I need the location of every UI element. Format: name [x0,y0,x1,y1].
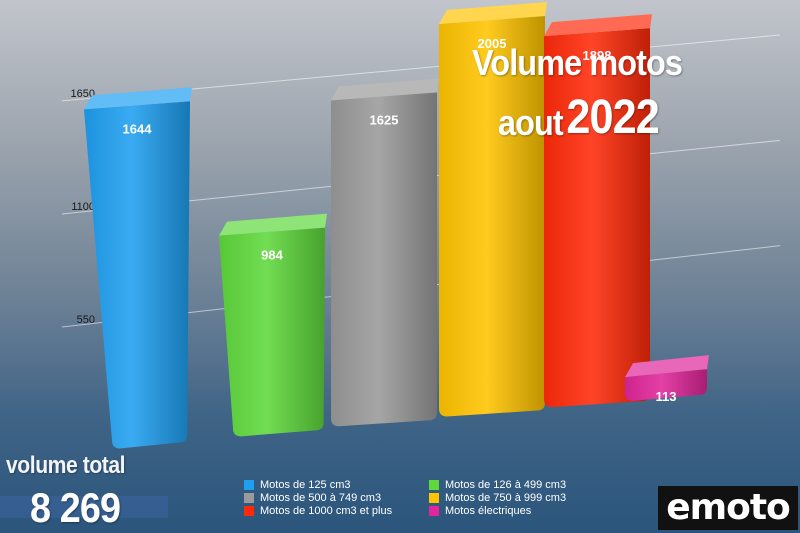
chart-title-line2: aout2022 [498,91,660,147]
legend-swatch [429,480,439,490]
bar-top [219,213,327,236]
bar-group [331,78,439,427]
bar-top [331,78,439,101]
bar [219,227,325,437]
legend-item: Motos de 750 à 999 cm3 [429,492,566,504]
y-tick-label: 1650 [71,88,95,100]
legend-swatch [244,493,254,503]
y-tick-label: 1100 [71,201,95,213]
emoto-logo: emoto [658,486,798,530]
bar [544,28,650,408]
total-volume-band [0,496,168,518]
legend-swatch [244,506,254,516]
legend-swatch [429,493,439,503]
bar-top [544,14,652,37]
bar-value-label: 984 [261,248,283,263]
bar-value-label: 2005 [478,36,507,51]
bar-top [439,2,547,24]
legend-swatch [244,480,254,490]
total-volume-value: 8 269 [30,484,121,531]
total-volume-label: volume total [6,452,126,479]
bar-value-label: 1625 [370,112,399,127]
legend-label: Motos de 750 à 999 cm3 [445,492,567,504]
y-tick-label: 550 [77,314,95,326]
bar-group [625,355,709,401]
bar-group [439,2,547,417]
bar [625,369,707,401]
bar-group [544,14,652,408]
legend-swatch [429,506,439,516]
bar-top [84,87,192,110]
bar-value-label: 1898 [583,48,612,63]
bar-value-label: 113 [656,389,677,404]
legend-item: Motos de 1000 cm3 et plus [244,505,392,517]
bar [439,16,545,417]
legend-label: Motos de 1000 cm3 et plus [260,505,393,517]
bar-group [84,87,192,449]
bar [331,92,437,427]
legend-label: Motos de 125 cm3 [260,479,351,491]
legend-item: Motos de 126 à 499 cm3 [429,479,566,491]
chart-title-month: aout [498,102,564,143]
legend-item: Motos de 125 cm3 [244,479,351,491]
emoto-logo-text: emoto [666,487,791,528]
bar-value-label: 1644 [123,121,153,136]
bar [84,101,190,449]
legend-label: Motos de 126 à 499 cm3 [445,479,567,491]
bar-top [625,355,709,378]
chart-title-line1: Volume motos [472,42,683,83]
bar-group [219,213,327,437]
y-axis-ticks: 550 1100 1650 [71,88,95,326]
chart-title-year: 2022 [566,91,659,144]
legend-label: Motos électriques [445,505,532,517]
data-labels: 1644 984 1625 2005 1898 113 [123,36,677,404]
bars [84,2,709,449]
legend-item: Motos électriques [429,505,531,517]
legend-item: Motos de 500 à 749 cm3 [244,492,381,504]
legend-label: Motos de 500 à 749 cm3 [260,492,382,504]
